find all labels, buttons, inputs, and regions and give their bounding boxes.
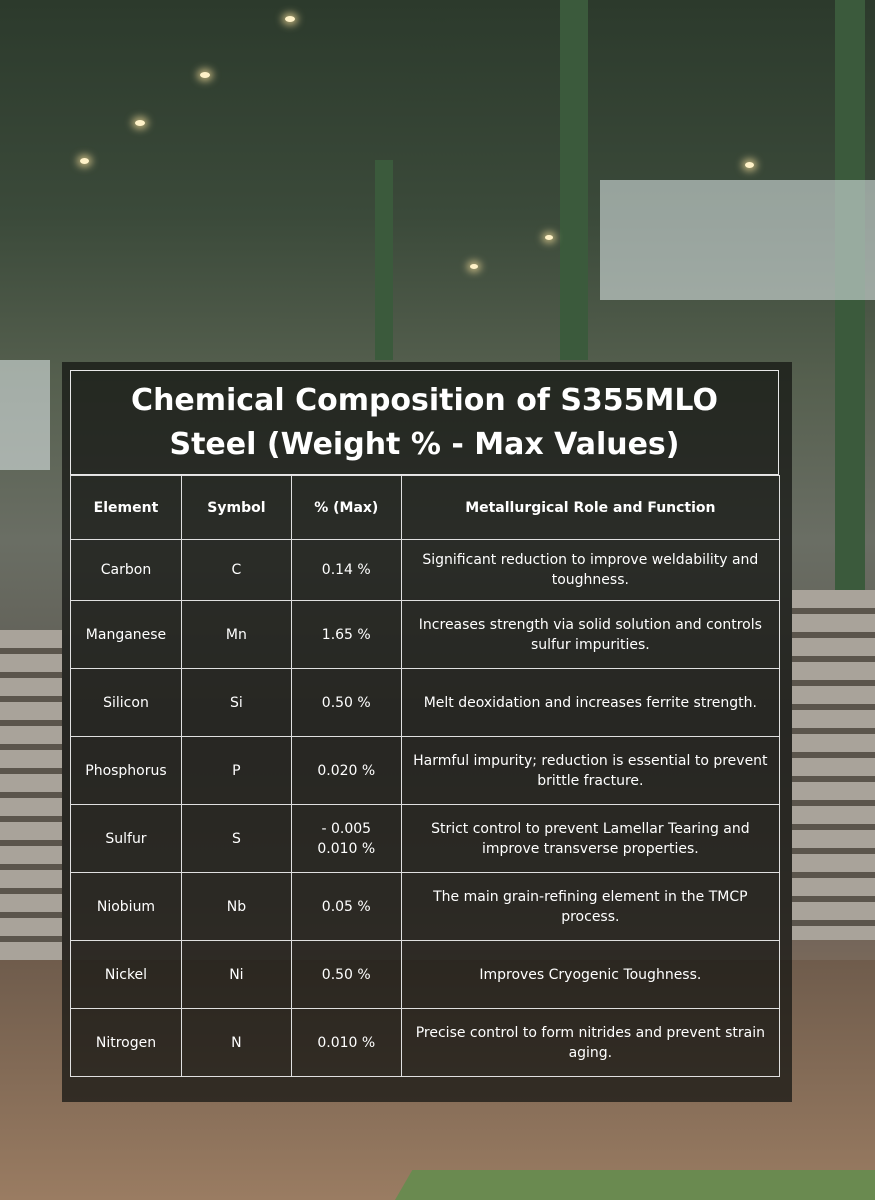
cell-symbol: S xyxy=(180,804,292,873)
cell-symbol: Nb xyxy=(180,872,292,941)
table-header-row: Element Symbol % (Max) Metallurgical Rol… xyxy=(70,475,781,540)
steel-plate-stack xyxy=(0,630,62,960)
cell-role: Harmful impurity; reduction is essential… xyxy=(400,736,781,805)
table-row: Manganese Mn 1.65 % Increases strength via … xyxy=(70,600,781,669)
cell-max: 0.020 % xyxy=(290,736,402,805)
table-row: Sulfur S - 0.005 0.010 % Strict control to … xyxy=(70,804,781,873)
composition-table: Element Symbol % (Max) Metallurgical Rol… xyxy=(70,475,781,1077)
cell-symbol: C xyxy=(180,539,292,601)
ceiling-light xyxy=(135,120,145,126)
table-row: Phosphorus P 0.020 % Harmful impurity; redu… xyxy=(70,736,781,805)
cell-max: 1.65 % xyxy=(290,600,402,669)
title-line-2: Steel (Weight % - Max Values) xyxy=(169,426,680,462)
grass xyxy=(395,1170,875,1200)
cell-element: Phosphorus xyxy=(70,736,182,805)
steel-column xyxy=(560,0,588,360)
cell-role: The main grain-refining element in the T… xyxy=(400,872,781,941)
header-role: Metallurgical Role and Function xyxy=(400,475,781,540)
cell-role: Melt deoxidation and increases ferrite s… xyxy=(400,668,781,737)
cell-max: 0.14 % xyxy=(290,539,402,601)
page-title: Chemical Composition of S355MLO Steel (We… xyxy=(70,370,779,475)
steel-column xyxy=(375,160,393,360)
window xyxy=(0,360,50,470)
cell-symbol: Si xyxy=(180,668,292,737)
header-element: Element xyxy=(70,475,182,540)
cell-symbol: N xyxy=(180,1008,292,1077)
steel-plate-stack xyxy=(792,590,875,940)
cell-max: 0.05 % xyxy=(290,872,402,941)
table-row: Silicon Si 0.50 % Melt deoxidation and incr… xyxy=(70,668,781,737)
header-symbol: Symbol xyxy=(180,475,292,540)
cell-role: Increases strength via solid solution an… xyxy=(400,600,781,669)
cell-role: Significant reduction to improve weldabi… xyxy=(400,539,781,601)
cell-max: 0.50 % xyxy=(290,940,402,1009)
cell-max: 0.010 % xyxy=(290,1008,402,1077)
table-row: Niobium Nb 0.05 % The main grain-refining e… xyxy=(70,872,781,941)
cell-max: 0.50 % xyxy=(290,668,402,737)
cell-element: Silicon xyxy=(70,668,182,737)
steel-column xyxy=(835,0,865,600)
table-row: Nickel Ni 0.50 % Improves Cryogenic Toughne… xyxy=(70,940,781,1009)
cell-role: Improves Cryogenic Toughness. xyxy=(400,940,781,1009)
ceiling-light xyxy=(745,162,754,168)
cell-element: Carbon xyxy=(70,539,182,601)
ceiling-light xyxy=(545,235,553,240)
cell-role: Strict control to prevent Lamellar Teari… xyxy=(400,804,781,873)
cell-symbol: P xyxy=(180,736,292,805)
cell-symbol: Ni xyxy=(180,940,292,1009)
table-row: Carbon C 0.14 % Significant reduction to im… xyxy=(70,539,781,601)
window xyxy=(600,180,875,300)
ceiling-light xyxy=(200,72,210,78)
cell-element: Niobium xyxy=(70,872,182,941)
title-line-1: Chemical Composition of S355MLO xyxy=(131,382,718,418)
ceiling-light xyxy=(80,158,89,164)
cell-role: Precise control to form nitrides and pre… xyxy=(400,1008,781,1077)
ceiling-light xyxy=(470,264,478,269)
header-max: % (Max) xyxy=(290,475,402,540)
cell-symbol: Mn xyxy=(180,600,292,669)
cell-max: - 0.005 0.010 % xyxy=(290,804,402,873)
table-row: Nitrogen N 0.010 % Precise control to form … xyxy=(70,1008,781,1077)
cell-element: Sulfur xyxy=(70,804,182,873)
ceiling-light xyxy=(285,16,295,22)
cell-element: Manganese xyxy=(70,600,182,669)
cell-element: Nitrogen xyxy=(70,1008,182,1077)
cell-element: Nickel xyxy=(70,940,182,1009)
